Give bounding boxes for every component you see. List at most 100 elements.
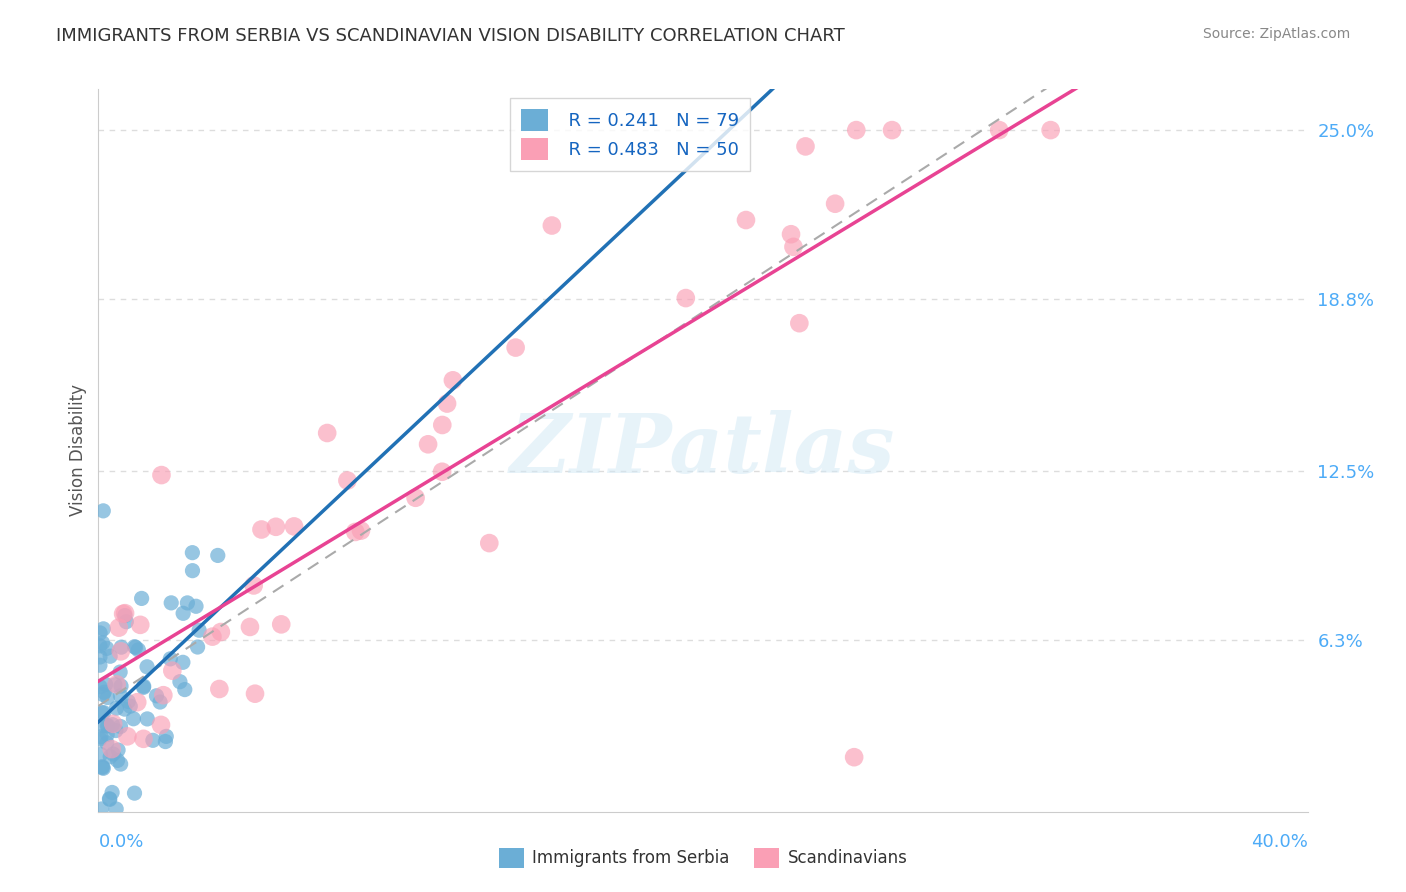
Point [110,679,132,693]
Point [114,702,136,716]
Point [91,688,114,702]
Point [152,688,174,702]
Point [96,736,118,750]
Point [149,695,172,709]
Point [209,625,232,640]
Point [124,786,146,800]
Point [105,802,128,816]
Point [540,219,562,233]
Point [184,599,207,614]
Point [675,291,697,305]
Point [122,712,145,726]
Point [98,749,121,764]
Point [100,742,122,756]
Point [98,649,121,664]
Point [104,678,127,692]
Point [187,640,209,654]
Point [155,730,177,744]
Point [735,213,758,227]
Point [89,649,111,664]
Point [89,639,111,653]
Point [270,617,292,632]
Point [316,425,339,440]
Point [505,341,527,355]
Point [120,699,142,714]
Point [239,620,262,634]
Point [336,474,359,488]
Point [98,791,121,805]
Point [780,227,803,242]
Point [150,468,173,483]
Point [101,785,124,799]
Point [96,690,118,705]
Point [142,733,165,747]
Point [145,689,167,703]
Point [91,760,114,774]
Point [110,644,132,658]
Point [114,608,136,623]
Point [110,757,132,772]
Point [188,624,211,638]
Text: IMMIGRANTS FROM SERBIA VS SCANDINAVIAN VISION DISABILITY CORRELATION CHART: IMMIGRANTS FROM SERBIA VS SCANDINAVIAN V… [56,27,845,45]
Point [127,643,149,657]
Point [283,519,305,533]
Point [176,596,198,610]
Point [845,123,868,137]
Point [436,396,458,410]
Point [159,652,181,666]
Point [90,730,112,744]
Point [101,717,124,731]
Point [207,549,229,563]
Point [350,524,373,538]
Point [150,718,173,732]
Point [104,723,127,738]
Text: 0.0%: 0.0% [98,833,143,851]
Point [208,681,231,696]
Point [132,731,155,746]
Point [794,139,817,153]
Point [91,761,114,775]
Point [117,729,139,743]
Point [94,677,117,691]
Point [98,792,121,806]
Point [124,640,146,654]
Point [90,747,112,762]
Point [91,504,114,518]
Point [782,240,804,254]
Point [250,523,273,537]
Text: 40.0%: 40.0% [1251,833,1308,851]
Point [264,520,287,534]
Point [201,630,224,644]
Point [405,491,427,505]
Point [89,626,111,640]
Point [988,123,1011,137]
Point [132,681,155,695]
Point [91,636,114,650]
Point [173,682,195,697]
Legend:   R = 0.241   N = 79,   R = 0.483   N = 50: R = 0.241 N = 79, R = 0.483 N = 50 [510,98,751,171]
Point [107,753,129,767]
Point [155,734,177,748]
Text: Source: ZipAtlas.com: Source: ZipAtlas.com [1202,27,1350,41]
Point [114,606,136,620]
Point [478,536,501,550]
Point [101,747,124,761]
Point [162,664,184,678]
Point [172,656,194,670]
Point [242,578,264,592]
Point [129,618,152,632]
Point [181,564,204,578]
Point [105,701,128,715]
Point [103,716,125,731]
Point [93,622,115,636]
Point [160,596,183,610]
Point [124,640,146,655]
Y-axis label: Vision Disability: Vision Disability [69,384,87,516]
Point [110,640,132,655]
Point [127,695,149,709]
Point [96,641,118,656]
Point [136,712,159,726]
Point [115,615,138,629]
Point [96,727,118,741]
Point [108,665,131,679]
